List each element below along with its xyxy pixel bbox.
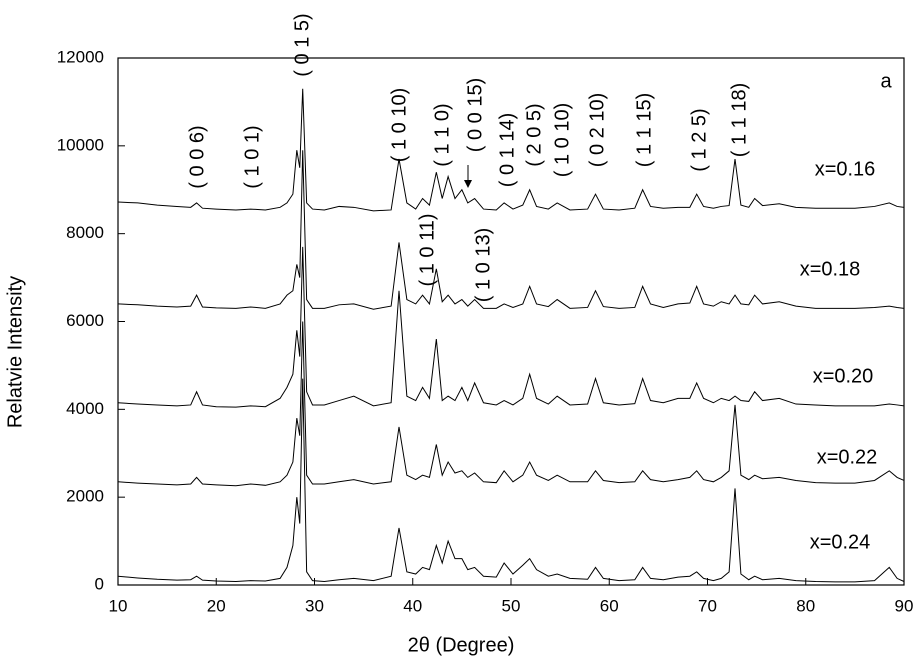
peak-label: ( 2 0 5) <box>523 103 545 166</box>
annotation-arrowhead <box>464 180 472 188</box>
peak-label: ( 0 0 6) <box>186 125 208 188</box>
x-tick-label: 90 <box>895 596 914 615</box>
series-label: x=0.22 <box>817 446 878 468</box>
x-tick-label: 60 <box>600 596 619 615</box>
series-label: x=0.20 <box>813 365 874 387</box>
series-label: x=0.18 <box>800 258 861 280</box>
y-axis-title: Relatvie Intensity <box>4 276 26 428</box>
peak-label: ( 1 0 10) <box>388 88 410 162</box>
peak-label: ( 1 2 5) <box>688 108 710 171</box>
xrd-line <box>117 246 905 408</box>
peak-label: ( 1 0 10) <box>551 103 573 177</box>
y-tick-label: 8000 <box>66 223 104 242</box>
peak-label: ( 0 1 5) <box>291 13 313 76</box>
peak-label: ( 1 0 13) <box>472 228 494 302</box>
panel-label: a <box>880 70 892 92</box>
y-tick-label: 4000 <box>66 399 104 418</box>
peak-label: ( 0 0 15) <box>464 78 486 152</box>
x-tick-label: 10 <box>109 596 128 615</box>
x-tick-label: 30 <box>305 596 324 615</box>
peak-label: ( 1 1 0) <box>431 103 453 166</box>
x-tick-label: 50 <box>502 596 521 615</box>
peak-label: ( 1 1 15) <box>633 93 655 167</box>
y-tick-label: 0 <box>95 574 104 593</box>
xrd-line <box>117 88 905 212</box>
x-tick-label: 80 <box>796 596 815 615</box>
series-label: x=0.24 <box>810 531 871 553</box>
y-tick-label: 6000 <box>66 311 104 330</box>
peak-label: ( 0 2 10) <box>586 93 608 167</box>
y-tick-label: 10000 <box>57 135 104 154</box>
series-label: x=0.16 <box>815 158 876 180</box>
x-tick-label: 40 <box>403 596 422 615</box>
xrd-line <box>117 378 905 583</box>
peak-label: ( 0 1 14) <box>496 113 518 187</box>
xrd-line <box>117 150 905 310</box>
peak-label: ( 1 0 1) <box>241 125 263 188</box>
x-tick-label: 20 <box>207 596 226 615</box>
x-axis-title: 2θ (Degree) <box>408 634 515 656</box>
peak-label: ( 1 1 18) <box>728 83 750 157</box>
y-tick-label: 2000 <box>66 487 104 506</box>
y-tick-label: 12000 <box>57 47 104 66</box>
x-tick-label: 70 <box>698 596 717 615</box>
xrd-line <box>117 321 905 487</box>
peak-label: ( 1 0 11) <box>416 214 438 287</box>
